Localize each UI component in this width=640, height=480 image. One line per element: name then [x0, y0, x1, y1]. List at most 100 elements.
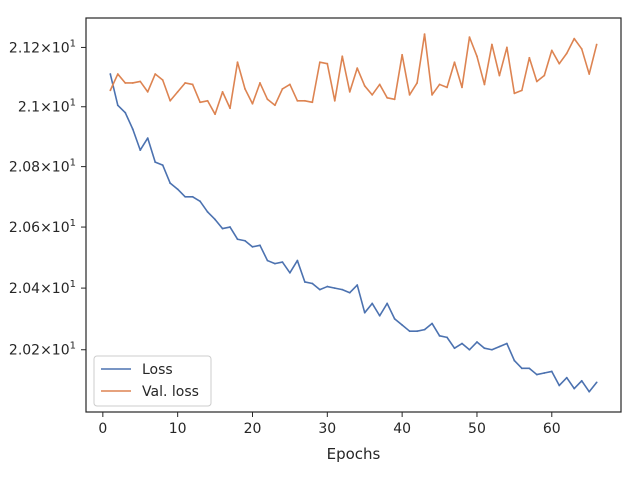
data-point [161, 164, 164, 167]
data-point [356, 67, 359, 70]
data-point [146, 137, 149, 140]
plot-area [109, 33, 598, 393]
y-tick-label: 2.06×101 [9, 218, 76, 236]
data-point [461, 342, 463, 345]
data-point [109, 89, 112, 92]
data-point [550, 49, 553, 52]
data-point [416, 82, 418, 84]
data-point [169, 99, 172, 102]
data-point [251, 245, 254, 248]
data-point [371, 302, 374, 305]
legend-label-loss: Loss [142, 362, 173, 378]
data-point [386, 96, 389, 99]
data-point [154, 161, 157, 164]
data-point [259, 82, 261, 84]
data-point [131, 128, 134, 131]
data-point [206, 211, 209, 213]
data-point [191, 83, 194, 86]
data-point [326, 285, 329, 288]
y-tick-label: 2.08×101 [9, 158, 76, 176]
data-point [281, 88, 284, 90]
data-point [311, 282, 314, 285]
x-axis-label: Epochs [327, 445, 381, 463]
data-point [535, 80, 538, 83]
data-point [483, 347, 486, 350]
data-point [214, 218, 216, 221]
data-point [274, 262, 276, 265]
data-point [588, 390, 591, 393]
x-tick-label: 20 [244, 421, 262, 437]
data-point [408, 93, 411, 96]
data-point [505, 46, 508, 49]
data-point [543, 372, 546, 374]
data-point [221, 227, 224, 230]
data-point [229, 226, 231, 228]
data-point [251, 102, 254, 105]
data-point [491, 43, 493, 46]
x-tick-label: 0 [98, 421, 107, 437]
data-point [244, 88, 246, 90]
data-point [393, 317, 396, 320]
data-point [386, 302, 389, 305]
data-point [318, 288, 321, 291]
data-point [229, 107, 231, 110]
data-point [154, 73, 157, 75]
data-point [214, 113, 216, 116]
data-point [438, 334, 441, 337]
data-point [289, 83, 291, 86]
data-point [431, 322, 433, 325]
data-point [513, 92, 516, 95]
x-tick-label: 40 [393, 421, 411, 437]
data-point [356, 284, 359, 286]
data-point [274, 104, 276, 107]
data-point [573, 387, 576, 390]
data-point [326, 62, 329, 65]
legend: Loss Val. loss [93, 355, 212, 407]
data-point [476, 341, 478, 343]
data-point [431, 93, 433, 96]
x-tick-label: 30 [318, 421, 336, 437]
data-point [266, 98, 269, 101]
data-point [176, 188, 179, 191]
x-tick-label: 10 [169, 421, 187, 437]
data-point [341, 55, 344, 58]
series-line-val-loss [109, 33, 598, 115]
data-point [333, 99, 336, 102]
data-point [139, 80, 142, 83]
x-tick-label: 50 [468, 421, 486, 437]
data-point [184, 82, 187, 84]
data-point [303, 281, 306, 283]
data-point [476, 55, 478, 58]
data-point [363, 311, 366, 314]
data-point [266, 259, 269, 262]
data-point [221, 90, 224, 93]
data-point [558, 62, 561, 65]
data-point [161, 79, 164, 81]
data-point [259, 244, 261, 247]
data-point [453, 61, 456, 64]
data-point [595, 381, 598, 384]
data-point [453, 347, 456, 350]
data-point [550, 370, 553, 373]
data-point [176, 90, 179, 93]
data-point [281, 261, 284, 263]
x-tick-label: 60 [543, 421, 561, 437]
data-point [199, 101, 202, 104]
data-point [341, 288, 344, 291]
data-point [191, 195, 194, 198]
data-point [416, 330, 418, 333]
data-point [348, 90, 351, 93]
data-point [461, 86, 463, 89]
data-point [296, 99, 299, 102]
data-point [468, 348, 471, 351]
data-point [378, 314, 381, 317]
data-point [318, 61, 321, 64]
data-point [131, 82, 134, 84]
data-point [401, 53, 404, 56]
data-point [408, 330, 411, 333]
data-point [296, 259, 299, 262]
data-point [116, 73, 119, 75]
data-point [124, 82, 127, 84]
data-point [580, 379, 583, 382]
